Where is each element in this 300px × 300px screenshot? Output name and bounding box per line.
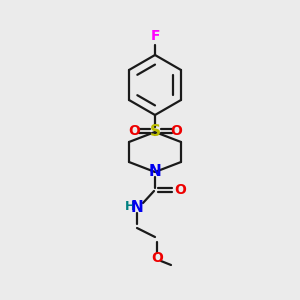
Text: H: H [125,200,135,214]
Text: N: N [148,164,161,179]
Text: O: O [170,124,182,138]
Text: N: N [130,200,143,215]
Text: O: O [174,183,186,197]
Text: S: S [149,124,161,139]
Text: F: F [150,29,160,43]
Text: O: O [151,251,163,265]
Text: O: O [128,124,140,138]
